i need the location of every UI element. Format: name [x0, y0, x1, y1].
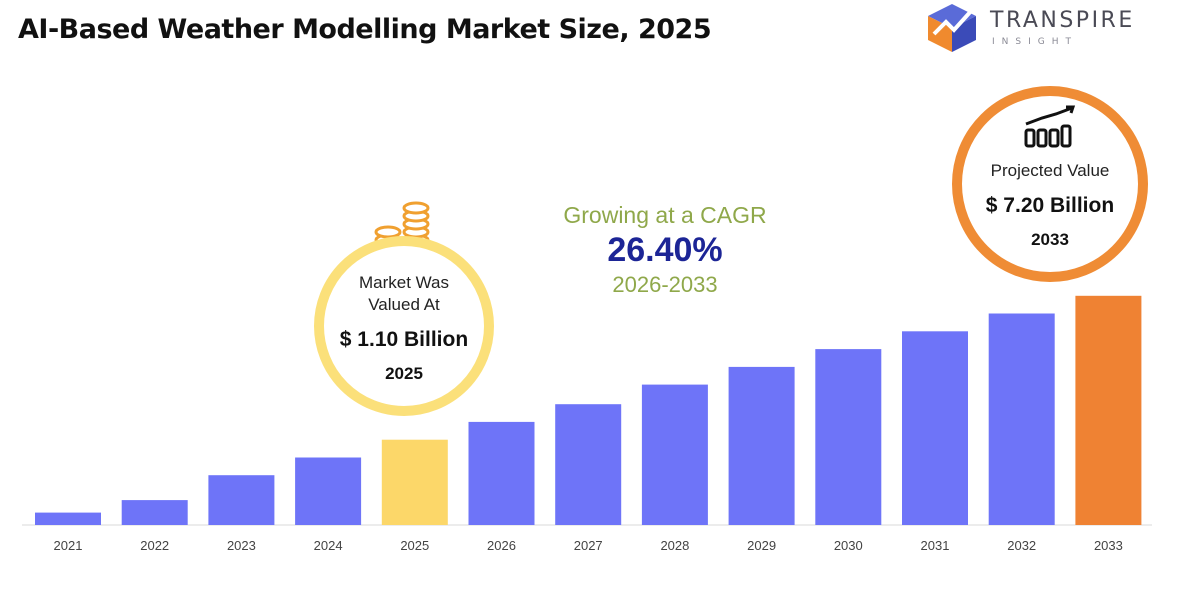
bar-2029	[728, 366, 795, 525]
bar-2025	[381, 439, 448, 525]
x-tick-label-2023: 2023	[227, 538, 256, 553]
callout-value: $ 1.10 Billion	[339, 328, 469, 351]
bar-2022	[121, 500, 188, 525]
x-tick-label-2025: 2025	[400, 538, 429, 553]
market-value-callout: Market Was Valued At $ 1.10 Billion 2025	[314, 236, 494, 416]
x-tick-label-2028: 2028	[660, 538, 689, 553]
projected-label: Projected Value	[990, 161, 1110, 180]
cagr-period: 2026-2033	[612, 272, 718, 297]
chart-title: AI-Based Weather Modelling Market Size, …	[18, 14, 712, 45]
bar-2026	[468, 421, 535, 525]
callout-year: 2025	[385, 364, 423, 383]
cagr-label: Growing at a CAGR	[563, 202, 767, 228]
x-tick-label-2024: 2024	[314, 538, 343, 553]
cagr-value: 26.40%	[607, 231, 723, 269]
x-tick-label-2026: 2026	[487, 538, 516, 553]
logo-name: TRANSPIRE	[990, 8, 1135, 33]
x-tick-label-2030: 2030	[834, 538, 863, 553]
callout-label-line2: Valued At	[368, 295, 440, 314]
bar-2031	[902, 331, 968, 525]
cagr-block: Growing at a CAGR 26.40% 2026-2033	[520, 202, 810, 298]
x-tick-label-2033: 2033	[1094, 538, 1123, 553]
growth-chart-icon	[1024, 105, 1076, 148]
x-tick-label-2032: 2032	[1007, 538, 1036, 553]
x-tick-label-2022: 2022	[140, 538, 169, 553]
x-tick-label-2027: 2027	[574, 538, 603, 553]
bar-2024	[295, 457, 362, 525]
callout-label-line1: Market Was	[358, 273, 450, 292]
bar-2032	[988, 313, 1055, 525]
projected-year: 2033	[1031, 230, 1069, 249]
bar-2021	[35, 512, 101, 525]
bar-2030	[815, 349, 882, 525]
bar-2027	[555, 404, 622, 525]
projected-value-callout: Projected Value $ 7.20 Billion 2033	[952, 86, 1148, 282]
x-tick-label-2029: 2029	[747, 538, 776, 553]
transpire-logo-icon	[928, 4, 976, 52]
projected-value: $ 7.20 Billion	[985, 194, 1115, 217]
bar-2033	[1075, 295, 1142, 525]
bar-2023	[208, 475, 275, 525]
x-tick-label-2021: 2021	[54, 538, 83, 553]
bar-2028	[641, 384, 708, 525]
x-tick-label-2031: 2031	[921, 538, 950, 553]
company-logo: TRANSPIRE INSIGHT	[918, 0, 1148, 56]
logo-subtitle: INSIGHT	[992, 37, 1078, 47]
